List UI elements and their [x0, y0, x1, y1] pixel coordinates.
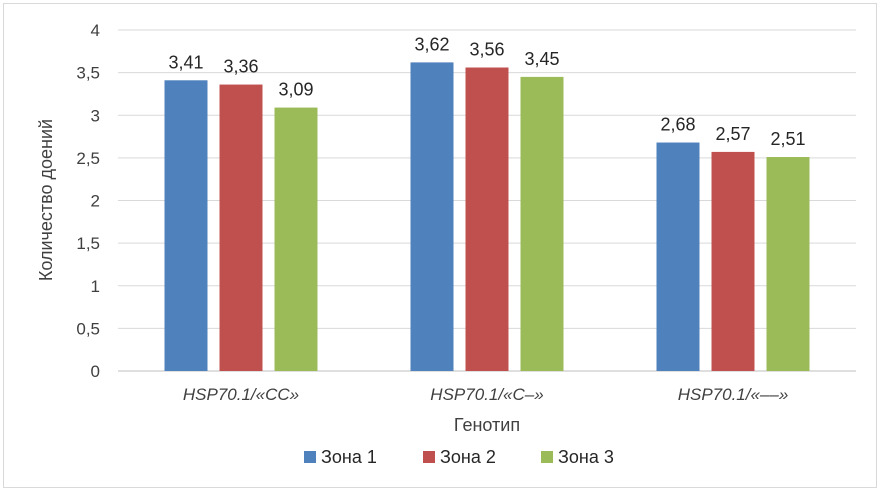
y-tick-label: 1: [91, 277, 100, 296]
legend-swatch: [304, 451, 316, 463]
data-label: 3,45: [524, 49, 559, 69]
bar: [520, 76, 564, 371]
y-tick-label: 1,5: [76, 234, 100, 253]
bar: [219, 84, 263, 371]
bar: [410, 62, 454, 372]
bars: [164, 62, 810, 372]
y-tick-label: 2: [91, 192, 100, 211]
y-tick-label: 4: [91, 21, 100, 40]
bar: [656, 142, 700, 371]
bar: [164, 80, 208, 372]
data-label: 3,62: [414, 34, 449, 54]
data-label: 3,56: [469, 40, 504, 60]
y-axis-title: Количество доений: [36, 119, 56, 281]
legend: Зона 1 Зона 2 Зона 3: [304, 447, 614, 467]
y-tick-label: 3: [91, 106, 100, 125]
data-labels: 3,41 3,36 3,09 3,62 3,56 3,45 2,68 2,57 2,51: [168, 34, 805, 149]
x-tick-label: HSP70.1/«––»: [678, 385, 789, 404]
legend-swatch: [541, 451, 553, 463]
data-label: 3,09: [278, 80, 313, 100]
data-label: 2,57: [715, 124, 750, 144]
x-axis-title: Генотип: [454, 415, 520, 435]
bar: [274, 107, 318, 371]
bar: [711, 151, 755, 371]
y-axis-ticks: 0 0,5 1 1,5 2 2,5 3 3,5 4: [76, 21, 100, 381]
y-tick-label: 2,5: [76, 149, 100, 168]
bar: [465, 67, 509, 371]
legend-label: Зона 2: [440, 447, 496, 467]
x-axis-ticks: HSP70.1/«CC» HSP70.1/«C–» HSP70.1/«––»: [183, 385, 788, 404]
x-tick-label: HSP70.1/«C–»: [430, 385, 543, 404]
data-label: 2,51: [770, 129, 805, 149]
data-label: 2,68: [660, 115, 695, 135]
data-label: 3,41: [168, 52, 203, 72]
x-tick-label: HSP70.1/«CC»: [183, 385, 299, 404]
data-label: 3,36: [223, 57, 258, 77]
legend-swatch: [423, 451, 435, 463]
y-tick-label: 3,5: [76, 64, 100, 83]
bar: [766, 157, 810, 371]
y-tick-label: 0,5: [76, 319, 100, 338]
legend-label: Зона 1: [321, 447, 377, 467]
legend-label: Зона 3: [558, 447, 614, 467]
y-tick-label: 0: [91, 362, 100, 381]
